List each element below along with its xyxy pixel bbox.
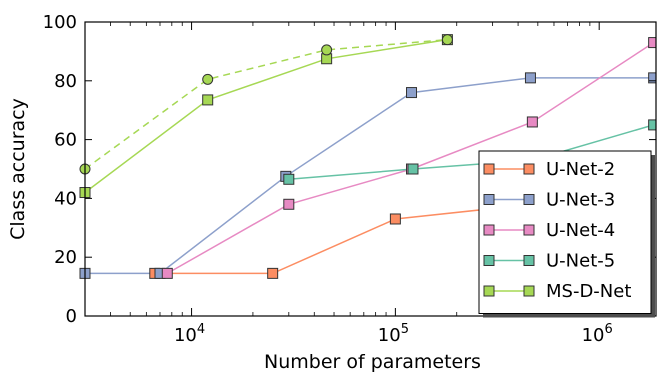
y-tick-label: 40 [54, 188, 77, 209]
legend-marker-u-net-3 [483, 194, 495, 205]
data-point-u-net-3-3 [406, 87, 418, 99]
data-point-u-net-5-1 [407, 163, 419, 175]
data-point-u-net-4-4 [648, 37, 656, 49]
data-point-ms-d-net-1 [202, 94, 214, 106]
y-tick-label: 80 [54, 71, 77, 92]
data-point-u-net-2-2 [389, 213, 401, 225]
data-point-u-net-3-5 [648, 72, 656, 84]
axis-ticks: 0 20 40 60 80 100 104 105 106 [43, 12, 656, 346]
y-axis-label: Class accuracy [7, 98, 29, 240]
series-line-ms-d-net [84, 38, 448, 194]
legend-marker-u-net-3 [523, 194, 535, 205]
data-point-ms-d-net-dashed-2 [321, 44, 333, 56]
legend-label-u-net-5: U-Net-5 [546, 251, 615, 272]
data-point-u-net-3-4 [524, 72, 536, 84]
data-point-ms-d-net-dashed-3 [441, 34, 453, 46]
legend-marker-ms-d-net [483, 285, 495, 297]
x-tick-label: 106 [582, 322, 613, 346]
data-point-u-net-4-1 [283, 198, 295, 210]
y-tick-label: 60 [54, 130, 77, 151]
x-axis-label: Number of parameters [264, 351, 481, 373]
legend-marker-u-net-2 [523, 163, 535, 175]
plot-marks [79, 34, 656, 279]
legend: U-Net-2 U-Net-3 U-Net-4 U-Net-5 MS-D-Net [478, 150, 655, 318]
legend-marker-ms-d-net [523, 285, 535, 297]
legend-label-ms-d-net: MS-D-Net [546, 281, 631, 302]
series-line-u-net-3 [85, 77, 654, 275]
legend-marker-u-net-4 [523, 224, 535, 236]
data-point-u-net-2-1 [267, 267, 279, 279]
series-line-u-net-5 [288, 124, 654, 181]
data-point-u-net-4-3 [526, 116, 538, 128]
legend-marker-u-net-5 [523, 255, 535, 266]
legend-label-u-net-3: U-Net-3 [546, 190, 615, 211]
y-tick-label: 100 [43, 12, 77, 33]
legend-marker-u-net-5 [483, 255, 495, 266]
legend-box [478, 150, 652, 314]
y-tick-label: 0 [66, 306, 77, 327]
plot-frame [84, 21, 657, 317]
legend-marker-u-net-2 [483, 163, 495, 175]
data-point-u-net-5-3 [648, 119, 656, 131]
legend-marker-u-net-4 [483, 224, 495, 236]
x-tick-label: 104 [174, 322, 205, 346]
legend-label-u-net-4: U-Net-4 [546, 220, 615, 241]
series-line-u-net-2 [154, 203, 533, 275]
legend-label-u-net-2: U-Net-2 [546, 159, 615, 180]
data-point-u-net-5-0 [283, 173, 295, 185]
data-point-ms-d-net-dashed-1 [202, 73, 214, 85]
series-line-ms-d-net-dashed [84, 38, 448, 170]
data-point-u-net-4-0 [161, 267, 173, 279]
y-tick-label: 20 [54, 247, 77, 268]
x-tick-label: 105 [378, 322, 409, 346]
